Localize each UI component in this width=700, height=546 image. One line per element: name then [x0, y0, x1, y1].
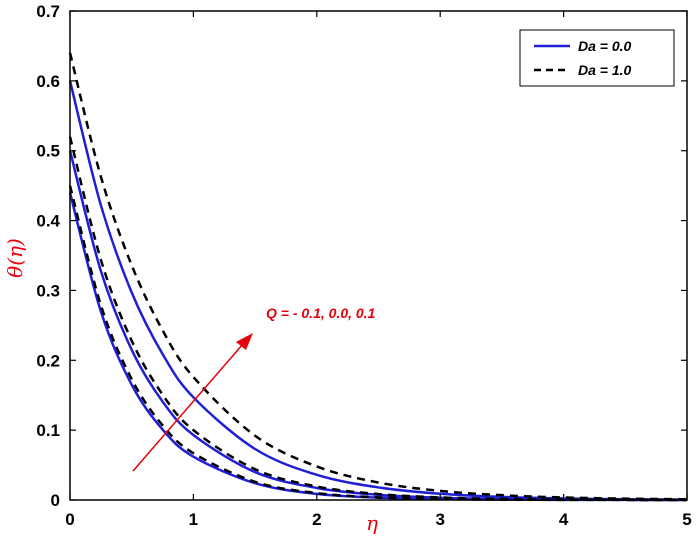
y-tick-label: 0.5 — [36, 142, 60, 161]
y-tick-label: 0.3 — [36, 281, 60, 300]
axis-ticks — [69, 10, 688, 501]
series-line-da0-q0 — [68, 192, 688, 502]
plot-frame — [69, 10, 688, 501]
annotation-arrow — [132, 343, 244, 472]
y-axis-label: θ(η) — [3, 238, 27, 278]
legend-box — [519, 29, 675, 87]
y-tick-label: 0.1 — [36, 421, 60, 440]
legend-label-da0: Da = 0.0 — [578, 38, 632, 54]
annotation-text: Q = - 0.1, 0.0, 0.1 — [266, 305, 376, 321]
x-axis-label: η — [366, 511, 378, 535]
series-line-da1-q4 — [68, 136, 688, 502]
tick-labels: 0 1 2 3 4 5 0 0.1 0.2 0.3 0.4 0.5 0.6 0.7 — [36, 2, 691, 529]
x-tick-label: 4 — [559, 510, 569, 529]
series-line-da0-q1 — [68, 150, 688, 502]
y-tick-label: 0.6 — [36, 72, 60, 91]
y-tick-label: 0 — [51, 491, 60, 510]
x-tick-label: 5 — [682, 510, 691, 529]
series-group — [68, 52, 688, 502]
legend-label-da1: Da = 1.0 — [578, 62, 632, 78]
series-line-da1-q3 — [68, 185, 688, 502]
series-line-da1-q5 — [68, 52, 688, 501]
y-tick-label: 0.7 — [36, 2, 60, 21]
x-tick-label: 1 — [189, 510, 198, 529]
x-tick-label: 2 — [312, 510, 321, 529]
legend: Da = 0.0 Da = 1.0 — [519, 29, 675, 87]
annotation: Q = - 0.1, 0.0, 0.1 — [132, 305, 376, 472]
y-tick-label: 0.2 — [36, 351, 60, 370]
x-tick-label: 0 — [65, 510, 74, 529]
annotation-arrowhead — [236, 333, 253, 350]
x-tick-label: 3 — [435, 510, 444, 529]
y-tick-label: 0.4 — [36, 212, 60, 231]
